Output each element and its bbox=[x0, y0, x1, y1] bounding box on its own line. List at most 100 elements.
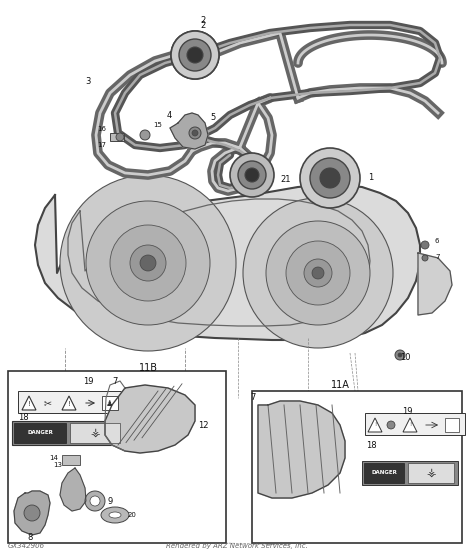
Circle shape bbox=[300, 148, 360, 208]
Polygon shape bbox=[62, 396, 76, 410]
Text: !: ! bbox=[409, 422, 411, 427]
Bar bbox=[252, 391, 462, 543]
Text: 8: 8 bbox=[27, 533, 33, 541]
Text: 1: 1 bbox=[368, 174, 373, 182]
Text: GX342906: GX342906 bbox=[8, 543, 45, 549]
Circle shape bbox=[422, 255, 428, 261]
Bar bbox=[18, 391, 126, 413]
Text: ⚶: ⚶ bbox=[90, 428, 100, 438]
Text: 6: 6 bbox=[435, 238, 439, 244]
Circle shape bbox=[230, 153, 274, 197]
Circle shape bbox=[110, 225, 186, 301]
Text: 20: 20 bbox=[128, 512, 137, 518]
Text: 2: 2 bbox=[201, 20, 206, 29]
Polygon shape bbox=[14, 491, 50, 535]
Text: 5: 5 bbox=[210, 113, 215, 123]
Circle shape bbox=[140, 130, 150, 140]
Circle shape bbox=[286, 241, 350, 305]
Circle shape bbox=[398, 353, 402, 357]
Text: 4: 4 bbox=[167, 111, 172, 119]
Circle shape bbox=[187, 47, 203, 63]
Text: ✂: ✂ bbox=[44, 398, 52, 408]
Circle shape bbox=[320, 168, 340, 188]
Circle shape bbox=[85, 491, 105, 511]
Circle shape bbox=[243, 198, 393, 348]
Text: 17: 17 bbox=[97, 142, 106, 148]
Polygon shape bbox=[368, 418, 382, 432]
Text: 11B: 11B bbox=[138, 363, 157, 373]
Text: !: ! bbox=[68, 401, 71, 407]
Text: 3: 3 bbox=[85, 76, 91, 86]
Bar bbox=[365, 413, 465, 435]
Bar bbox=[110, 133, 124, 141]
Bar bbox=[14, 423, 66, 443]
Circle shape bbox=[24, 505, 40, 521]
Text: 7: 7 bbox=[251, 394, 256, 403]
Text: 18: 18 bbox=[366, 441, 377, 450]
Text: 18: 18 bbox=[18, 413, 28, 421]
Polygon shape bbox=[170, 113, 208, 149]
Bar bbox=[445, 418, 459, 432]
Text: 15: 15 bbox=[153, 122, 162, 128]
Text: DANGER: DANGER bbox=[27, 430, 53, 436]
Bar bbox=[12, 421, 124, 445]
Bar bbox=[62, 455, 80, 465]
Circle shape bbox=[130, 245, 166, 281]
Bar bbox=[408, 463, 454, 483]
Polygon shape bbox=[418, 253, 452, 315]
Text: 14: 14 bbox=[49, 455, 58, 461]
Polygon shape bbox=[35, 185, 420, 340]
Text: Rendered by ARZ Network Services, Inc.: Rendered by ARZ Network Services, Inc. bbox=[166, 543, 308, 549]
Text: 7: 7 bbox=[113, 377, 118, 385]
Circle shape bbox=[245, 168, 259, 182]
Circle shape bbox=[189, 127, 201, 139]
Circle shape bbox=[187, 47, 203, 63]
Bar bbox=[102, 396, 118, 410]
Circle shape bbox=[90, 496, 100, 506]
Polygon shape bbox=[258, 401, 345, 498]
Text: 2: 2 bbox=[200, 16, 205, 25]
Circle shape bbox=[140, 255, 156, 271]
Text: 9: 9 bbox=[108, 497, 113, 505]
Polygon shape bbox=[105, 385, 195, 453]
Circle shape bbox=[310, 158, 350, 198]
Ellipse shape bbox=[101, 507, 129, 523]
Text: !: ! bbox=[27, 401, 30, 407]
Bar bbox=[364, 463, 404, 483]
Bar bbox=[362, 461, 458, 485]
Ellipse shape bbox=[109, 512, 121, 518]
Text: !: ! bbox=[374, 422, 376, 427]
Circle shape bbox=[421, 241, 429, 249]
Text: 11A: 11A bbox=[330, 380, 349, 390]
Text: ⚶: ⚶ bbox=[426, 468, 436, 478]
Circle shape bbox=[179, 39, 211, 71]
Circle shape bbox=[171, 31, 219, 79]
Polygon shape bbox=[22, 396, 36, 410]
Circle shape bbox=[266, 221, 370, 325]
Circle shape bbox=[387, 421, 395, 429]
Text: ♟: ♟ bbox=[106, 399, 114, 408]
Text: 13: 13 bbox=[53, 462, 62, 468]
Circle shape bbox=[179, 39, 211, 71]
Circle shape bbox=[238, 161, 266, 189]
Text: 16: 16 bbox=[97, 126, 106, 132]
Text: 19: 19 bbox=[83, 377, 93, 385]
Circle shape bbox=[395, 350, 405, 360]
Bar bbox=[70, 423, 120, 443]
Circle shape bbox=[86, 201, 210, 325]
Text: 19: 19 bbox=[402, 406, 412, 415]
Text: 7: 7 bbox=[435, 254, 439, 260]
Text: DANGER: DANGER bbox=[371, 471, 397, 476]
Polygon shape bbox=[403, 418, 417, 432]
Circle shape bbox=[312, 267, 324, 279]
Text: 12: 12 bbox=[198, 420, 209, 430]
Polygon shape bbox=[60, 468, 86, 511]
Circle shape bbox=[171, 31, 219, 79]
Circle shape bbox=[116, 133, 124, 141]
Text: 21: 21 bbox=[280, 175, 291, 185]
Circle shape bbox=[192, 130, 198, 136]
Circle shape bbox=[304, 259, 332, 287]
Bar bbox=[8, 371, 226, 543]
Circle shape bbox=[60, 175, 236, 351]
Text: 10: 10 bbox=[400, 353, 410, 363]
